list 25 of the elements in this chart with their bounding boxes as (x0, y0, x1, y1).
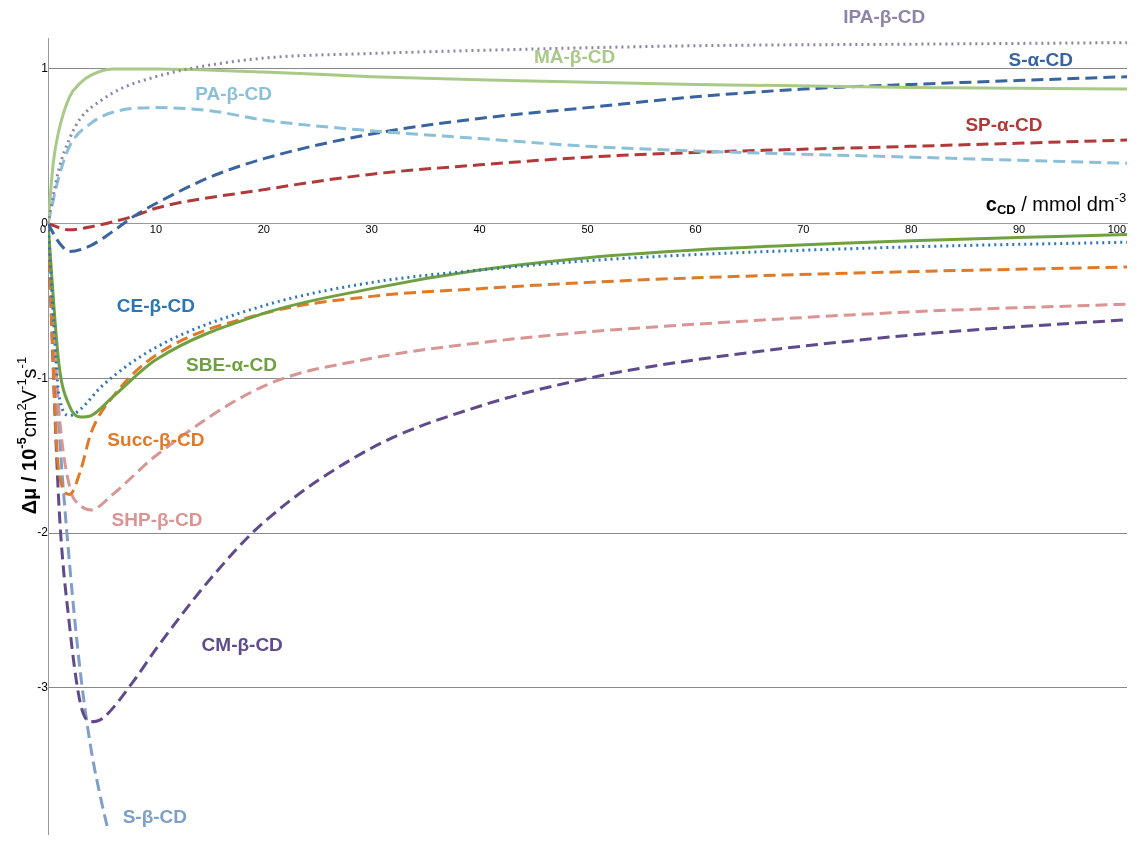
series-label: IPA-β-CD (843, 6, 926, 28)
series-label: S-α-CD (1008, 49, 1073, 71)
x-tick-label: 60 (689, 223, 702, 236)
x-tick-label: 10 (149, 223, 163, 236)
x-tick-label: 70 (797, 223, 810, 236)
series-label: CM-β-CD (201, 634, 283, 656)
series-label: Succ-β-CD (107, 428, 205, 450)
x-tick-label: 90 (1012, 223, 1026, 236)
y-tick-label: -2 (37, 525, 49, 540)
y-tick-label: -3 (37, 680, 49, 695)
x-tick-label: 30 (365, 223, 378, 236)
series-label: PA-β-CD (195, 83, 272, 105)
y-tick-label: -1 (37, 370, 49, 385)
series-label: CE-β-CD (116, 295, 195, 317)
y-tick-label: 1 (41, 61, 49, 76)
series-label: SBE-α-CD (186, 354, 277, 376)
x-tick-label: 80 (905, 223, 918, 236)
x-tick-label: 20 (257, 223, 270, 236)
series-label: SHP-β-CD (111, 508, 203, 530)
x-tick-label: 100 (1107, 223, 1126, 236)
series-label: S-β-CD (122, 806, 188, 828)
x-tick-label: 40 (473, 223, 486, 236)
x-tick-label: 50 (581, 223, 594, 236)
series-label: MA-β-CD (533, 46, 616, 68)
series-label: SP-α-CD (965, 114, 1043, 136)
